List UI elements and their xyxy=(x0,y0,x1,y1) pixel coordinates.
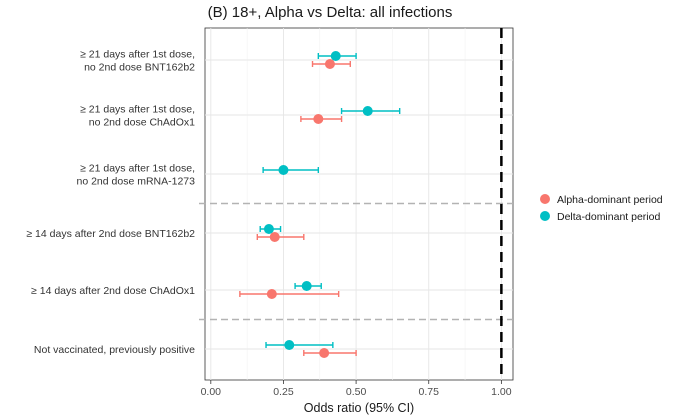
row-label: ≥ 21 days after 1st dose, xyxy=(80,163,195,175)
x-tick-label: 0.50 xyxy=(346,386,367,398)
point-estimate xyxy=(266,289,277,299)
row-label: ≥ 14 days after 2nd dose ChAdOx1 xyxy=(31,285,195,297)
legend-label: Alpha-dominant period xyxy=(557,194,663,206)
row-label: ≥ 21 days after 1st dose, xyxy=(80,104,195,116)
ci-mark-group xyxy=(340,106,401,116)
ci-mark-group xyxy=(300,114,343,124)
legend-label: Delta-dominant period xyxy=(557,211,660,223)
ci-mark-group xyxy=(256,232,305,242)
x-tick-label: 0.25 xyxy=(273,386,294,398)
row-label: ≥ 14 days after 2nd dose BNT162b2 xyxy=(26,228,195,240)
row-label: no 2nd dose BNT162b2 xyxy=(84,62,195,74)
row-label: Not vaccinated, previously positive xyxy=(34,344,195,356)
legend-marker xyxy=(540,194,550,204)
row-label: ≥ 21 days after 1st dose, xyxy=(80,49,195,61)
point-estimate xyxy=(324,59,335,69)
x-axis-title: Odds ratio (95% CI) xyxy=(304,401,414,415)
chart-title: (B) 18+, Alpha vs Delta: all infections xyxy=(208,4,453,21)
row-labels: ≥ 21 days after 1st dose,no 2nd dose BNT… xyxy=(26,49,195,357)
row-label: no 2nd dose mRNA-1273 xyxy=(77,176,196,188)
legend-marker xyxy=(540,211,550,221)
x-tick-label: 1.00 xyxy=(491,386,512,398)
legend: Alpha-dominant period Delta-dominant peri… xyxy=(540,194,663,223)
x-tick-label: 0.00 xyxy=(201,386,222,398)
ci-mark-group xyxy=(294,281,322,291)
ci-mark-group xyxy=(303,348,357,358)
data-marks xyxy=(239,51,401,358)
point-estimate xyxy=(362,106,373,116)
ci-mark-group xyxy=(259,224,282,234)
point-estimate xyxy=(319,348,330,358)
point-estimate xyxy=(263,224,274,234)
x-axis-ticks: 0.00 0.25 0.50 0.75 1.00 xyxy=(201,380,512,398)
x-tick-label: 0.75 xyxy=(419,386,440,398)
ci-mark-group xyxy=(239,289,340,299)
ci-mark-group xyxy=(265,340,334,350)
point-estimate xyxy=(301,281,312,291)
point-estimate xyxy=(269,232,280,242)
point-estimate xyxy=(330,51,341,61)
ci-mark-group xyxy=(262,165,320,175)
row-label: no 2nd dose ChAdOx1 xyxy=(89,117,195,129)
point-estimate xyxy=(278,165,289,175)
ci-mark-group xyxy=(311,59,351,69)
point-estimate xyxy=(284,340,295,350)
ci-mark-group xyxy=(317,51,357,61)
group-separators xyxy=(199,202,513,321)
point-estimate xyxy=(313,114,324,124)
